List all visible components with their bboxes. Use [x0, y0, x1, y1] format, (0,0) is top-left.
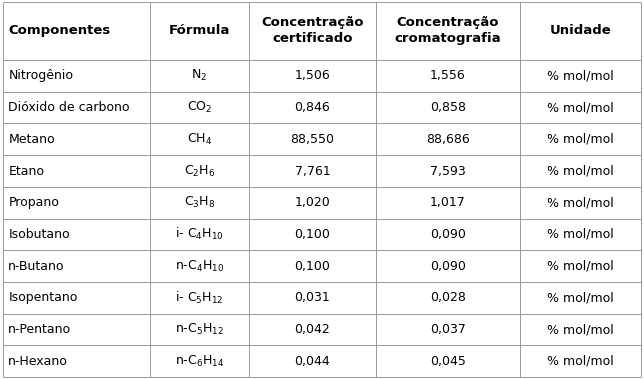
Text: 0,090: 0,090 — [430, 228, 466, 241]
Text: 88,550: 88,550 — [290, 133, 334, 146]
Text: % mol/mol: % mol/mol — [547, 260, 614, 273]
Text: Metano: Metano — [8, 133, 55, 146]
Text: 7,761: 7,761 — [294, 164, 330, 177]
Text: Nitrogênio: Nitrogênio — [8, 69, 73, 82]
Text: 0,045: 0,045 — [430, 355, 466, 368]
Text: 0,858: 0,858 — [430, 101, 466, 114]
Text: $\mathrm{n\text{-}C_6H_{14}}$: $\mathrm{n\text{-}C_6H_{14}}$ — [175, 354, 224, 369]
Text: 0,037: 0,037 — [430, 323, 466, 336]
Text: n-Pentano: n-Pentano — [8, 323, 71, 336]
Text: 1,556: 1,556 — [430, 69, 466, 82]
Text: 0,090: 0,090 — [430, 260, 466, 273]
Text: $\mathrm{i\text{-}\ C_4H_{10}}$: $\mathrm{i\text{-}\ C_4H_{10}}$ — [175, 226, 223, 243]
Text: 0,100: 0,100 — [294, 260, 330, 273]
Text: % mol/mol: % mol/mol — [547, 291, 614, 304]
Text: 0,846: 0,846 — [294, 101, 330, 114]
Text: Dióxido de carbono: Dióxido de carbono — [8, 101, 130, 114]
Text: $\mathrm{C_2H_6}$: $\mathrm{C_2H_6}$ — [184, 163, 215, 179]
Text: $\mathrm{n\text{-}C_4H_{10}}$: $\mathrm{n\text{-}C_4H_{10}}$ — [175, 258, 224, 274]
Text: Concentração
certificado: Concentração certificado — [261, 16, 364, 45]
Text: % mol/mol: % mol/mol — [547, 69, 614, 82]
Text: Concentração
cromatografia: Concentração cromatografia — [395, 16, 501, 45]
Text: 7,593: 7,593 — [430, 164, 466, 177]
Text: % mol/mol: % mol/mol — [547, 196, 614, 209]
Text: 88,686: 88,686 — [426, 133, 469, 146]
Text: 0,031: 0,031 — [294, 291, 330, 304]
Text: % mol/mol: % mol/mol — [547, 228, 614, 241]
Text: n-Butano: n-Butano — [8, 260, 65, 273]
Text: Unidade: Unidade — [549, 25, 611, 38]
Text: % mol/mol: % mol/mol — [547, 355, 614, 368]
Text: 0,028: 0,028 — [430, 291, 466, 304]
Text: % mol/mol: % mol/mol — [547, 101, 614, 114]
Text: % mol/mol: % mol/mol — [547, 323, 614, 336]
Text: Propano: Propano — [8, 196, 59, 209]
Text: 0,044: 0,044 — [294, 355, 330, 368]
Text: n-Hexano: n-Hexano — [8, 355, 68, 368]
Text: 1,017: 1,017 — [430, 196, 466, 209]
Text: $\mathrm{i\text{-}\ C_5H_{12}}$: $\mathrm{i\text{-}\ C_5H_{12}}$ — [175, 290, 223, 306]
Text: $\mathrm{C_3H_8}$: $\mathrm{C_3H_8}$ — [184, 195, 215, 210]
Text: 0,042: 0,042 — [294, 323, 330, 336]
Text: Fórmula: Fórmula — [169, 25, 230, 38]
Text: $\mathrm{N_2}$: $\mathrm{N_2}$ — [191, 68, 207, 83]
Text: % mol/mol: % mol/mol — [547, 164, 614, 177]
Text: $\mathrm{n\text{-}C_5H_{12}}$: $\mathrm{n\text{-}C_5H_{12}}$ — [175, 322, 223, 337]
Text: 1,020: 1,020 — [294, 196, 330, 209]
Text: % mol/mol: % mol/mol — [547, 133, 614, 146]
Text: Componentes: Componentes — [8, 25, 111, 38]
Text: Isopentano: Isopentano — [8, 291, 78, 304]
Text: 0,100: 0,100 — [294, 228, 330, 241]
Text: $\mathrm{CH_4}$: $\mathrm{CH_4}$ — [187, 132, 212, 147]
Text: $\mathrm{CO_2}$: $\mathrm{CO_2}$ — [187, 100, 212, 115]
Text: Etano: Etano — [8, 164, 44, 177]
Text: 1,506: 1,506 — [294, 69, 330, 82]
Text: Isobutano: Isobutano — [8, 228, 70, 241]
